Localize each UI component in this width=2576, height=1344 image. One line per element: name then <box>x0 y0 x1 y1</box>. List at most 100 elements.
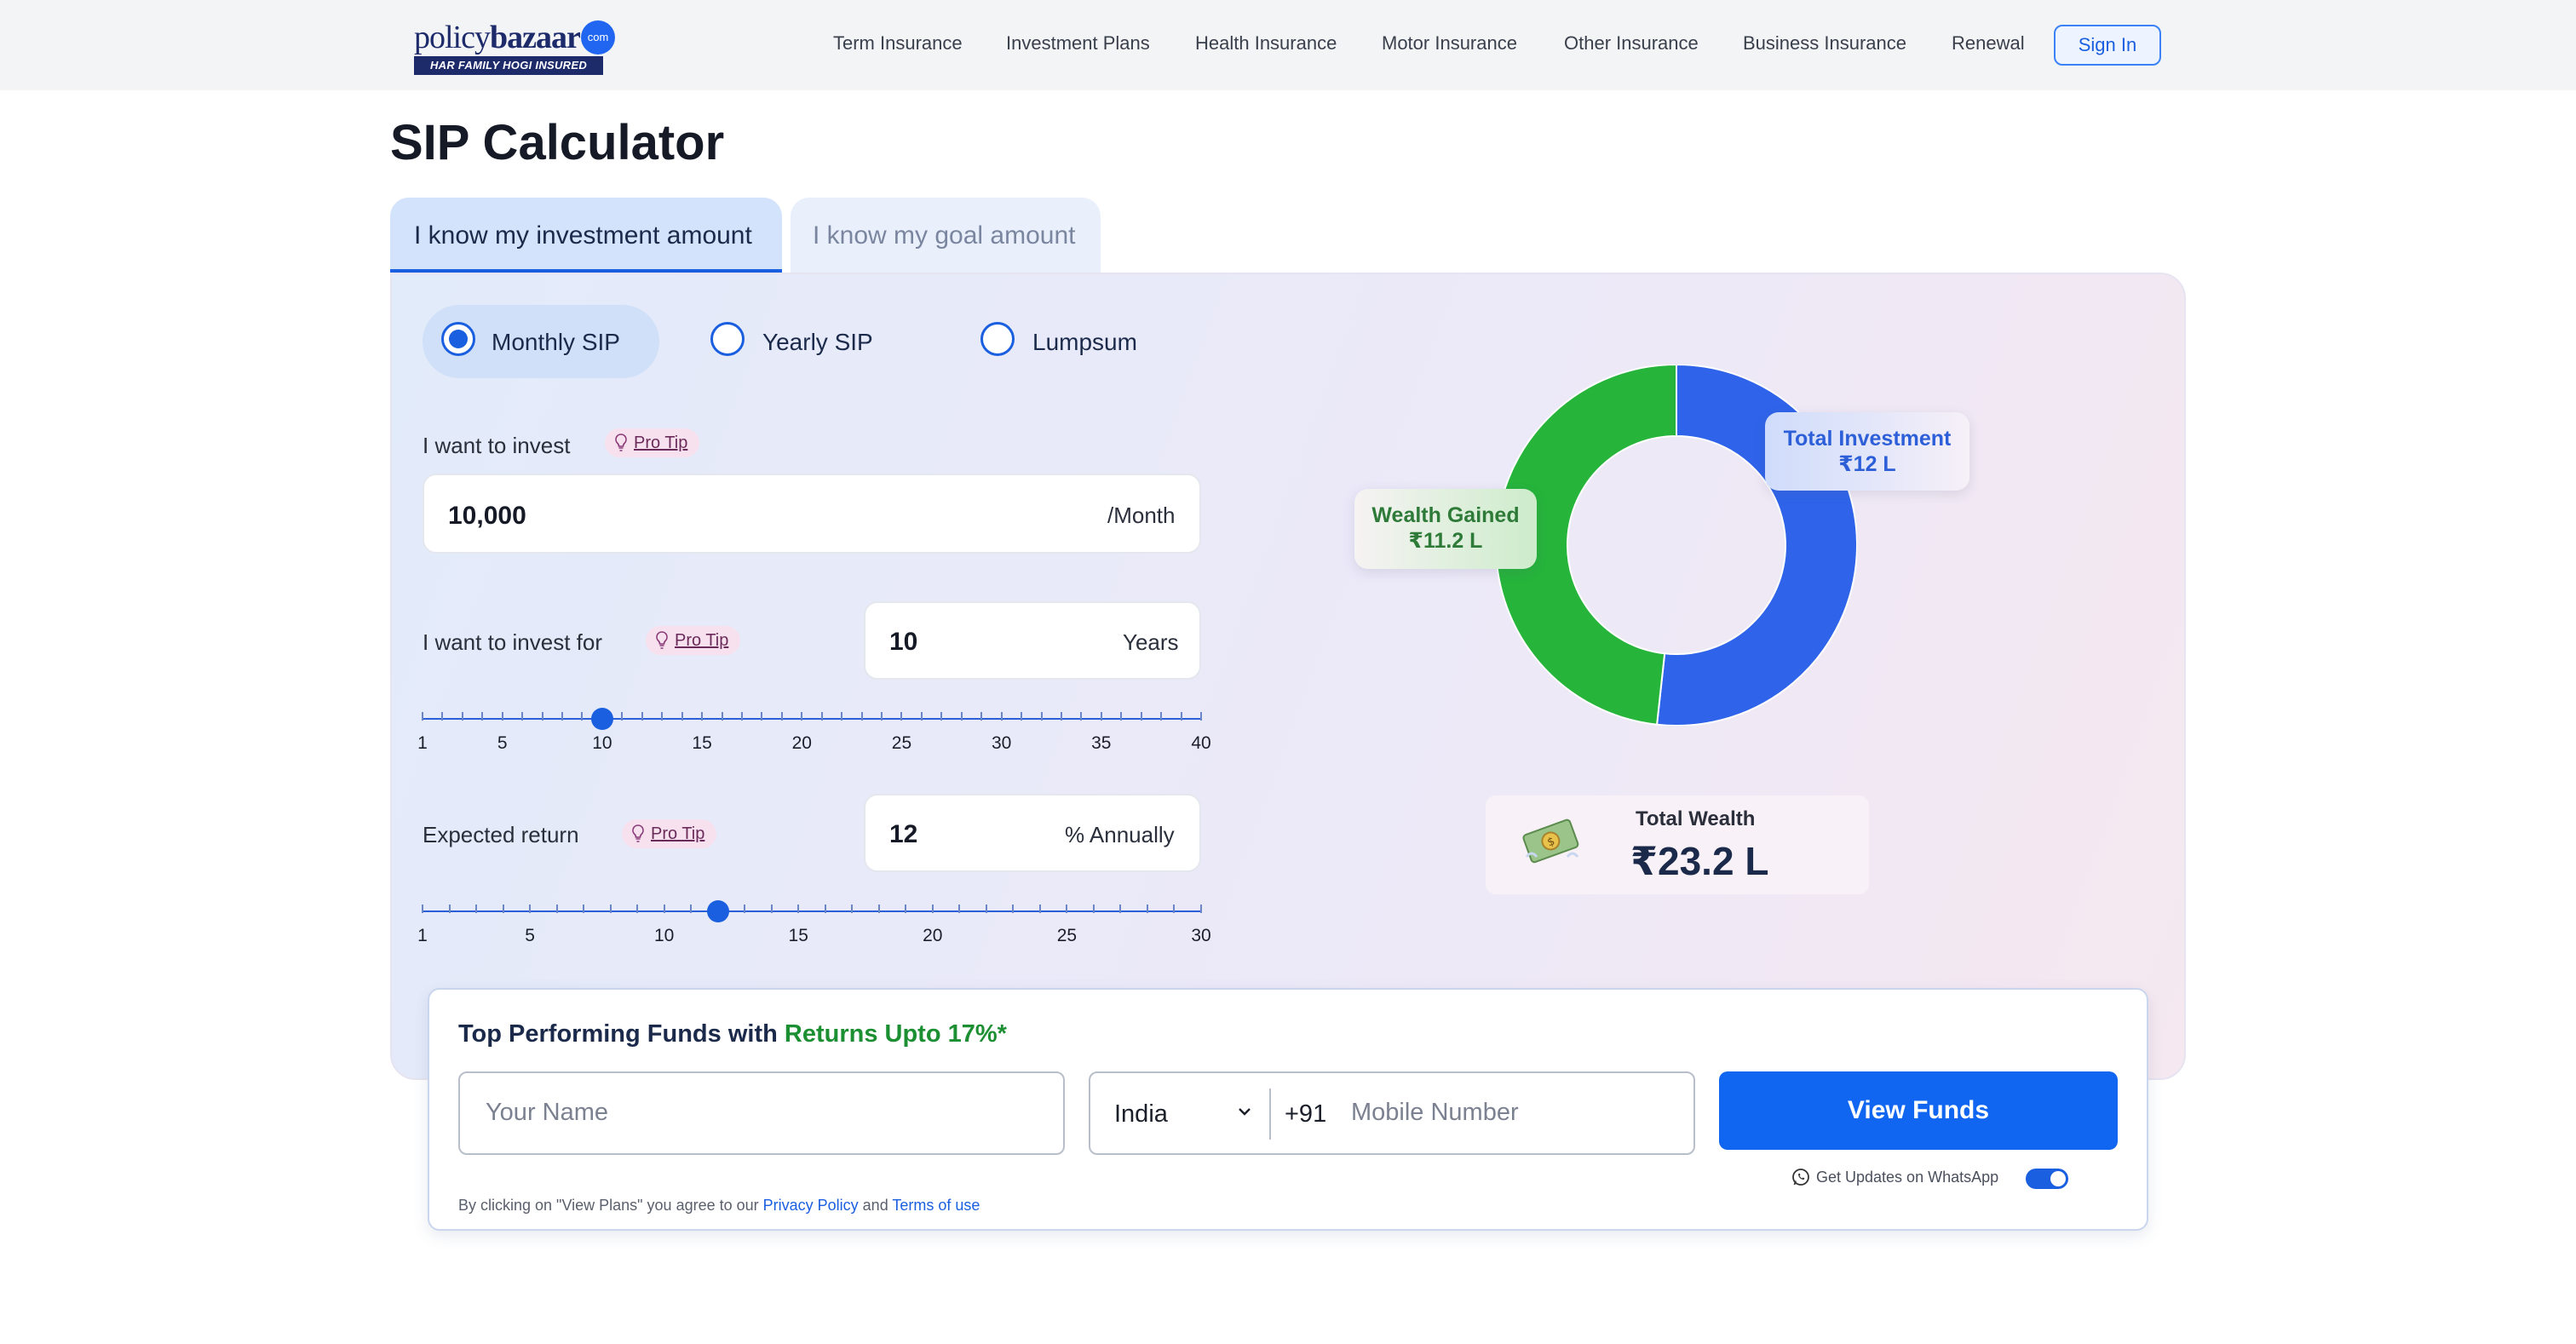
slider-tick <box>641 712 643 721</box>
slider-tick <box>905 905 907 913</box>
monthly-sip-radio[interactable] <box>441 322 475 356</box>
slider-track[interactable] <box>423 718 1201 720</box>
whatsapp-updates-toggle[interactable] <box>2026 1169 2068 1189</box>
whatsapp-icon <box>1792 1169 1809 1186</box>
tab-goal-amount[interactable]: I know my goal amount <box>791 198 1101 273</box>
whatsapp-updates-label: Get Updates on WhatsApp <box>1816 1169 1999 1186</box>
country-code: +91 <box>1285 1100 1327 1128</box>
mobile-number-placeholder[interactable]: Mobile Number <box>1351 1099 1519 1126</box>
nav-business-insurance[interactable]: Business Insurance <box>1743 32 1906 54</box>
pro-tip-invest-period[interactable]: Pro Tip <box>646 626 741 655</box>
expected-return-label: Expected return <box>423 822 579 847</box>
slider-tick <box>1173 905 1176 913</box>
slider-tick <box>1180 712 1182 721</box>
slider-tick <box>581 712 584 721</box>
invest-amount-value[interactable]: 10,000 <box>448 502 526 530</box>
nav-health-insurance[interactable]: Health Insurance <box>1195 32 1337 54</box>
slider-tick <box>1080 712 1083 721</box>
invest-amount-input[interactable] <box>423 474 1201 554</box>
sign-in-button[interactable]: Sign In <box>2054 25 2161 66</box>
slider-tick <box>1120 712 1123 721</box>
chevron-down-icon[interactable] <box>1237 1106 1252 1117</box>
slider-tick <box>501 712 503 721</box>
slider-thumb[interactable] <box>706 900 729 922</box>
slider-tick-label: 25 <box>1056 926 1078 945</box>
expected-return-input[interactable] <box>864 794 1201 872</box>
slider-tick <box>1092 905 1095 913</box>
mobile-number-field[interactable]: India +91 Mobile Number <box>1089 1071 1695 1155</box>
slider-tick <box>448 905 451 913</box>
terms-disclaimer: By clicking on "View Plans" you agree to… <box>458 1197 980 1214</box>
slider-tick-label: 25 <box>891 733 912 753</box>
slider-tick <box>1119 905 1122 913</box>
lumpsum-radio[interactable] <box>980 322 1015 356</box>
slider-tick <box>1000 712 1003 721</box>
slider-track[interactable] <box>423 910 1201 912</box>
slider-tick-label: 15 <box>788 926 808 945</box>
wealth-gained-label: Wealth Gained <box>1371 503 1520 527</box>
invest-period-input[interactable] <box>864 601 1201 680</box>
slider-tick-label: 30 <box>1191 926 1211 945</box>
slider-tick <box>461 712 463 721</box>
slider-tick <box>681 712 683 721</box>
slider-tick <box>801 712 803 721</box>
total-investment-value: ₹12 L <box>1838 452 1896 476</box>
logo-tagline: HAR FAMILY HOGI INSURED <box>414 56 603 75</box>
slider-tick-label: 35 <box>1091 733 1112 753</box>
slider-tick <box>1160 712 1163 721</box>
pro-tip-expected-return[interactable]: Pro Tip <box>622 819 717 848</box>
nav-term-insurance[interactable]: Term Insurance <box>833 32 963 54</box>
lumpsum-label[interactable]: Lumpsum <box>1032 329 1137 355</box>
lightbulb-icon <box>615 434 627 451</box>
nav-renewal[interactable]: Renewal <box>1952 32 2025 54</box>
slider-tick <box>661 712 664 721</box>
monthly-sip-label[interactable]: Monthly SIP <box>492 329 620 355</box>
slider-tick <box>958 905 961 913</box>
tab-investment-amount[interactable]: I know my investment amount <box>390 198 782 273</box>
nav-investment-plans[interactable]: Investment Plans <box>1006 32 1150 54</box>
slider-thumb[interactable] <box>590 708 613 730</box>
invest-period-unit: Years <box>1123 629 1179 655</box>
slider-tick <box>985 905 987 913</box>
pro-tip-invest-amount[interactable]: Pro Tip <box>605 428 700 457</box>
privacy-policy-link[interactable]: Privacy Policy <box>762 1197 859 1214</box>
invest-period-value[interactable]: 10 <box>889 628 918 656</box>
slider-tick <box>721 712 723 721</box>
invest-period-label: I want to invest for <box>423 629 602 655</box>
slider-tick <box>422 712 423 721</box>
slider-tick <box>1066 905 1068 913</box>
slider-tick <box>780 712 783 721</box>
nav-motor-insurance[interactable]: Motor Insurance <box>1382 32 1517 54</box>
yearly-sip-radio[interactable] <box>710 322 745 356</box>
view-funds-button[interactable]: View Funds <box>1719 1071 2118 1150</box>
yearly-sip-label[interactable]: Yearly SIP <box>762 329 873 355</box>
slider-tick <box>1038 905 1041 913</box>
lead-form-title: Top Performing Funds with Returns Upto 1… <box>458 1020 1007 1048</box>
slider-tick <box>555 905 558 913</box>
slider-tick <box>824 905 826 913</box>
slider-tick <box>701 712 704 721</box>
slider-tick <box>940 712 943 721</box>
slider-tick-label: 5 <box>497 733 508 753</box>
slider-tick <box>521 712 524 721</box>
total-wealth-card: $ Total Wealth ₹23.2 L <box>1486 795 1869 894</box>
money-bills-icon: $ <box>1522 818 1579 864</box>
slider-tick-label: 15 <box>692 733 712 753</box>
nav-other-insurance[interactable]: Other Insurance <box>1564 32 1699 54</box>
country-select[interactable]: India <box>1114 1100 1168 1128</box>
slider-tick <box>502 905 504 913</box>
expected-return-unit: % Annually <box>1065 822 1175 847</box>
policybazaar-logo[interactable]: policybazaar com HAR FAMILY HOGI INSURED <box>414 19 618 75</box>
slider-tick <box>860 712 863 721</box>
slider-tick <box>960 712 963 721</box>
slider-tick <box>1200 712 1202 721</box>
logo-dot-badge: com <box>581 20 615 55</box>
slider-tick <box>1140 712 1142 721</box>
name-input[interactable]: Your Name <box>458 1071 1065 1155</box>
terms-of-use-link[interactable]: Terms of use <box>892 1197 980 1214</box>
slider-tick <box>851 905 854 913</box>
expected-return-value[interactable]: 12 <box>889 820 918 848</box>
invest-amount-label: I want to invest <box>423 433 571 458</box>
phone-divider <box>1269 1088 1271 1140</box>
wealth-gained-bubble: Wealth Gained ₹11.2 L <box>1354 489 1537 569</box>
